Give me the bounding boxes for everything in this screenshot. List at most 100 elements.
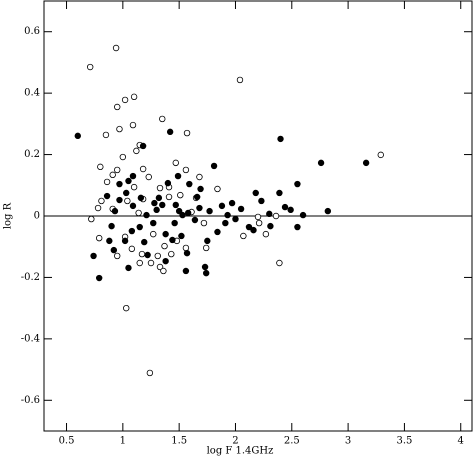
point [245,223,253,231]
point [150,230,157,238]
point [147,259,155,267]
point [281,203,289,211]
point [159,201,166,209]
point [172,201,179,209]
point [218,202,226,210]
point [182,244,190,252]
point [206,207,213,215]
point [294,223,301,231]
point [103,192,111,200]
point [262,230,270,238]
point [136,223,143,231]
point [135,209,142,217]
point [128,227,136,235]
point [165,193,173,201]
point [97,163,104,171]
point [121,96,129,104]
point [119,153,127,161]
point [95,274,103,282]
point [294,180,301,188]
point [196,204,203,212]
point [317,159,325,167]
point [171,219,178,227]
point [186,180,193,188]
point [144,251,151,259]
point [114,166,121,174]
point [197,185,204,193]
point [299,211,307,219]
point [179,211,186,219]
point [116,180,123,188]
point [160,267,167,275]
point [210,162,218,170]
point [258,197,265,205]
x-tick-label: 4 [458,436,464,447]
y-tick-label: 0.2 [24,149,40,160]
point [129,172,137,180]
point [108,222,115,230]
point [377,151,384,159]
x-tick-label: 3 [345,436,351,447]
point [276,189,283,197]
point [250,226,257,234]
point [277,135,284,143]
point [169,236,176,244]
point [204,237,211,245]
point [98,197,105,205]
point [141,238,148,246]
point [272,212,280,220]
point [287,206,294,214]
point [130,183,138,191]
point [106,237,113,245]
point [184,209,192,217]
point [178,232,185,240]
point [123,304,130,312]
point [224,211,231,219]
point [103,178,111,186]
point [139,165,147,173]
point [116,125,123,133]
x-tick-label: 1 [120,436,126,447]
y-tick-label: 0 [34,211,40,222]
y-tick-label: 0.6 [24,26,40,37]
point [109,171,116,179]
point [111,207,119,215]
point [161,242,168,250]
point [114,252,121,260]
point [214,185,221,193]
point [252,189,259,197]
x-tick-label: 0.5 [59,436,75,447]
point [175,207,183,215]
point [254,213,262,221]
x-tick-label: 2.5 [284,436,300,447]
point [162,230,169,238]
point [74,132,81,140]
point [162,257,169,265]
point [143,211,150,219]
point [222,219,229,227]
point [150,219,157,227]
x-tick-label: 2 [232,436,238,447]
point [202,269,210,277]
point [182,267,190,275]
point [102,131,110,139]
point [94,204,102,212]
point [139,142,147,150]
point [324,207,332,215]
y-tick-label: 0.4 [24,88,40,99]
point [232,215,239,223]
point [156,263,164,271]
point [90,252,97,260]
point [201,263,209,271]
y-tick-label: -0.2 [21,272,40,283]
point [95,234,103,242]
point [266,210,273,218]
point [124,197,131,205]
point [116,196,123,204]
point [123,189,130,197]
point [172,159,179,167]
point [129,202,137,210]
point [166,128,174,136]
point [196,173,203,181]
